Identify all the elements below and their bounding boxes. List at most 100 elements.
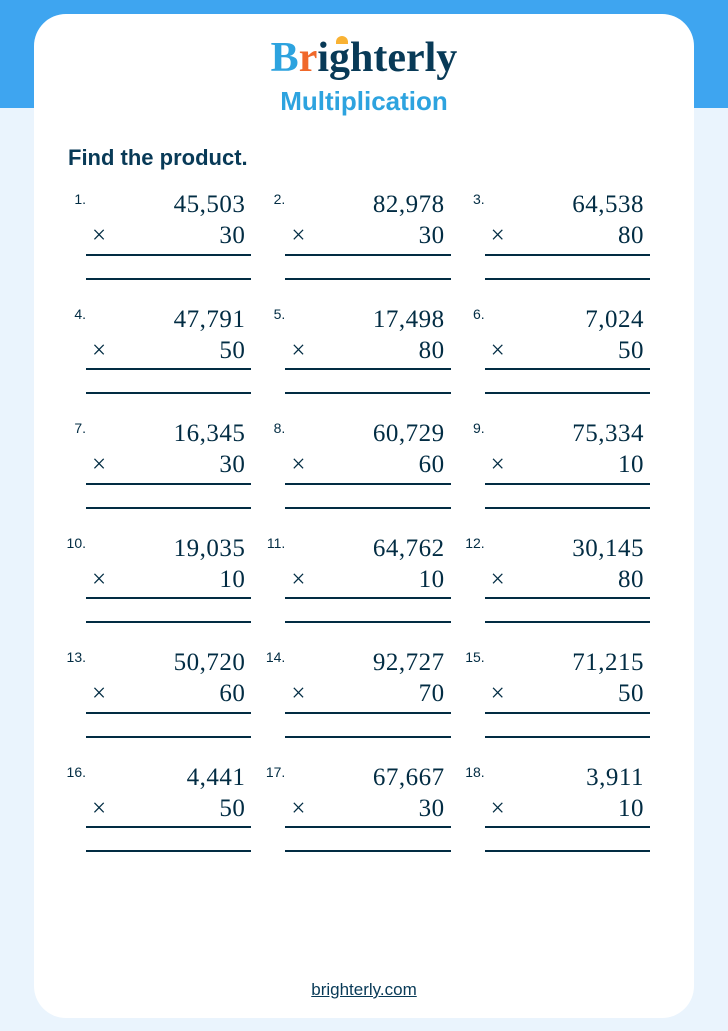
problem-7: 7.16,345×30 — [86, 418, 251, 509]
problem-number: 3. — [459, 191, 485, 207]
rule-answer — [485, 850, 650, 852]
rule-answer — [485, 507, 650, 509]
problem-4: 4.47,791×50 — [86, 304, 251, 395]
multiplier-row: ×70 — [285, 678, 450, 709]
times-icon: × — [491, 449, 506, 480]
problem-number: 7. — [60, 420, 86, 436]
multiplier: 50 — [618, 337, 644, 364]
multiplicand: 71,215 — [485, 647, 650, 678]
problem-5: 5.17,498×80 — [285, 304, 450, 395]
multiplier: 50 — [219, 795, 245, 822]
problem-9: 9.75,334×10 — [485, 418, 650, 509]
problem-17: 17.67,667×30 — [285, 762, 450, 853]
multiplier: 30 — [419, 222, 445, 249]
problem-16: 16.4,441×50 — [86, 762, 251, 853]
rule-answer — [86, 392, 251, 394]
multiplicand: 64,538 — [485, 189, 650, 220]
rule-answer — [285, 736, 450, 738]
multiplicand: 67,667 — [285, 762, 450, 793]
multiplicand: 82,978 — [285, 189, 450, 220]
sun-icon — [331, 30, 353, 44]
problem-8: 8.60,729×60 — [285, 418, 450, 509]
problem-number: 15. — [459, 649, 485, 665]
times-icon: × — [92, 449, 107, 480]
multiplier-row: ×50 — [86, 335, 251, 366]
rule-top — [86, 712, 251, 714]
problems-grid: 1.45,503×302.82,978×303.64,538×804.47,79… — [34, 189, 694, 852]
times-icon: × — [291, 793, 306, 824]
multiplicand: 16,345 — [86, 418, 251, 449]
times-icon: × — [291, 220, 306, 251]
multiplier: 80 — [419, 337, 445, 364]
multiplier-row: × 10 — [485, 449, 650, 480]
multiplier-row: × 50 — [485, 335, 650, 366]
multiplicand: 92,727 — [285, 647, 450, 678]
rule-top — [285, 368, 450, 370]
problem-number: 14. — [259, 649, 285, 665]
multiplicand: 4,441 — [86, 762, 251, 793]
multiplier: 60 — [219, 680, 245, 707]
times-icon: × — [291, 449, 306, 480]
multiplier-row: ×80 — [485, 564, 650, 595]
rule-answer — [285, 507, 450, 509]
rule-top — [285, 826, 450, 828]
multiplier: 10 — [618, 451, 644, 478]
multiplier: 70 — [419, 680, 445, 707]
multiplicand: 17,498 — [285, 304, 450, 335]
rule-answer — [86, 736, 251, 738]
times-icon: × — [491, 335, 506, 366]
multiplier-row: ×10 — [285, 564, 450, 595]
times-icon: × — [491, 678, 506, 709]
multiplier: 10 — [219, 566, 245, 593]
multiplier-row: ×30 — [86, 220, 251, 251]
rule-top — [485, 826, 650, 828]
rule-top — [86, 483, 251, 485]
problem-13: 13.50,720×60 — [86, 647, 251, 738]
multiplier: 60 — [419, 451, 445, 478]
times-icon: × — [92, 678, 107, 709]
problem-number: 10. — [60, 535, 86, 551]
instruction-text: Find the product. — [68, 145, 694, 171]
problem-6: 6.7,024×50 — [485, 304, 650, 395]
multiplier: 80 — [618, 222, 644, 249]
rule-answer — [485, 278, 650, 280]
rule-top — [285, 483, 450, 485]
logo-container: Brighterly — [34, 14, 694, 82]
footer-link[interactable]: brighterly.com — [34, 980, 694, 1000]
problem-number: 16. — [60, 764, 86, 780]
problem-15: 15.71,215×50 — [485, 647, 650, 738]
times-icon: × — [92, 793, 107, 824]
problem-number: 4. — [60, 306, 86, 322]
multiplicand: 3,911 — [485, 762, 650, 793]
rule-top — [285, 597, 450, 599]
rule-answer — [86, 278, 251, 280]
multiplier-row: ×80 — [285, 335, 450, 366]
rule-top — [86, 254, 251, 256]
rule-top — [86, 368, 251, 370]
multiplier-row: × 60 — [285, 449, 450, 480]
times-icon: × — [491, 793, 506, 824]
rule-answer — [485, 392, 650, 394]
multiplicand: 64,762 — [285, 533, 450, 564]
rule-top — [485, 597, 650, 599]
rule-top — [285, 712, 450, 714]
multiplier: 10 — [618, 795, 644, 822]
multiplier: 50 — [219, 337, 245, 364]
multiplier: 80 — [618, 566, 644, 593]
rule-answer — [485, 736, 650, 738]
rule-answer — [86, 507, 251, 509]
problem-10: 10.19,035×10 — [86, 533, 251, 624]
multiplicand: 47,791 — [86, 304, 251, 335]
multiplicand: 30,145 — [485, 533, 650, 564]
rule-answer — [485, 621, 650, 623]
multiplier-row: × 10 — [485, 793, 650, 824]
multiplier: 30 — [419, 795, 445, 822]
rule-answer — [86, 850, 251, 852]
rule-top — [485, 368, 650, 370]
problem-12: 12.30,145×80 — [485, 533, 650, 624]
problem-number: 5. — [259, 306, 285, 322]
multiplier-row: × 30 — [285, 793, 450, 824]
problem-14: 14.92,727×70 — [285, 647, 450, 738]
rule-top — [485, 254, 650, 256]
multiplier-row: ×80 — [485, 220, 650, 251]
